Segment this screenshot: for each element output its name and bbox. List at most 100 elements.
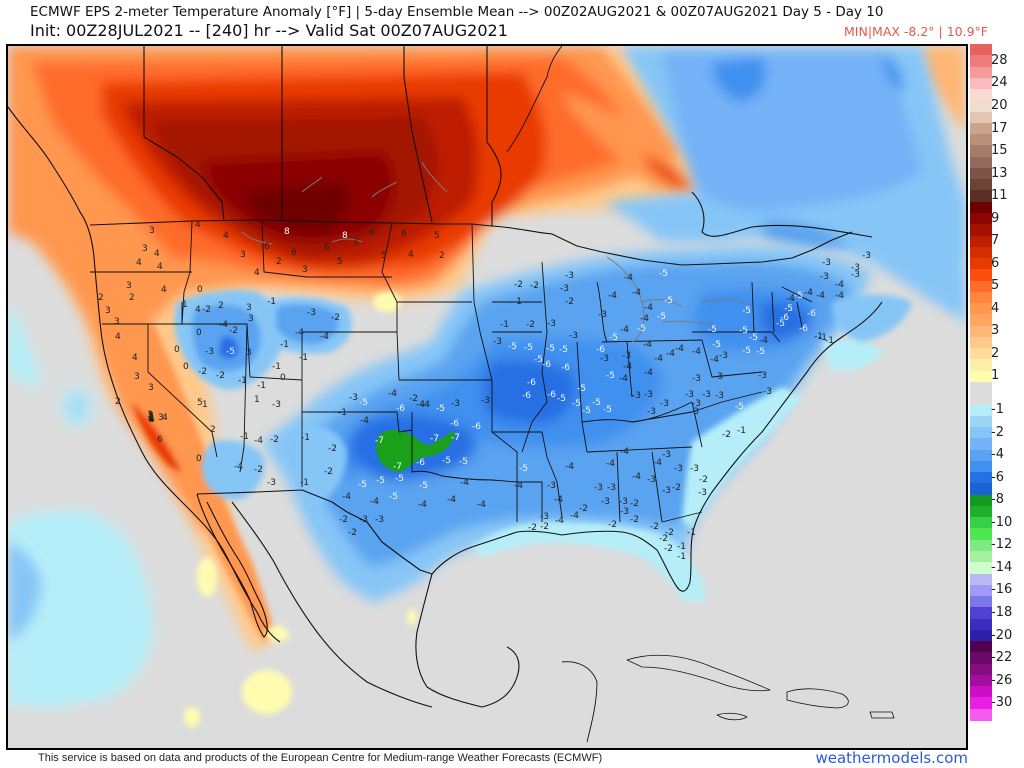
legend-swatch <box>970 325 992 338</box>
legend-swatch <box>970 517 992 530</box>
anomaly-value: 4 <box>223 231 229 241</box>
anomaly-value: 4 <box>162 413 168 423</box>
anomaly-value: -3 <box>820 272 829 282</box>
anomaly-value: -5 <box>577 384 586 394</box>
legend-swatch <box>970 528 992 541</box>
legend-swatch <box>970 269 992 282</box>
anomaly-value: -3 <box>644 390 653 400</box>
legend-swatch <box>970 303 992 315</box>
anomaly-value: -3 <box>481 396 490 406</box>
anomaly-value: 3 <box>114 317 120 327</box>
anomaly-value: -3 <box>660 399 669 409</box>
anomaly-value: -5 <box>606 371 615 381</box>
legend-label: 3 <box>991 323 1000 339</box>
legend-swatch <box>970 201 992 214</box>
anomaly-value: -2 <box>530 281 539 291</box>
anomaly-value: -5 <box>226 347 235 357</box>
anomaly-value: -4 <box>619 374 628 384</box>
anomaly-value: -2 <box>528 523 537 533</box>
anomaly-value: 0 <box>174 345 180 355</box>
anomaly-value: -3 <box>547 481 556 491</box>
anomaly-value: -2 <box>608 520 617 530</box>
anomaly-value: -4 <box>644 368 653 378</box>
anomaly-value: -3 <box>662 450 671 460</box>
anomaly-value: -7 <box>375 436 384 446</box>
anomaly-value: -3 <box>601 497 610 507</box>
anomaly-value: -5 <box>572 399 581 409</box>
anomaly-value: -3 <box>690 464 699 474</box>
anomaly-value: 2 <box>98 293 104 303</box>
anomaly-value: -5 <box>794 291 803 301</box>
anomaly-value: 2 <box>148 414 154 424</box>
cool-anomaly-us <box>262 245 872 602</box>
anomaly-value: 3 <box>147 410 153 420</box>
anomaly-value: -5 <box>546 344 555 354</box>
legend-swatch <box>970 100 992 113</box>
cold-core-region <box>376 430 456 472</box>
anomaly-value: 3 <box>158 413 164 423</box>
legend-swatch <box>970 539 992 552</box>
legend-label: 1 <box>991 368 1000 384</box>
anomaly-value: 4 <box>408 250 414 260</box>
anomaly-value: -3 <box>569 331 578 341</box>
anomaly-value: -4 <box>623 362 632 372</box>
anomaly-value: 5 <box>381 251 387 261</box>
anomaly-value: 1 <box>254 395 260 405</box>
anomaly-value: 8 <box>342 231 348 241</box>
anomaly-value: -2 <box>339 515 348 525</box>
anomaly-value: 6 <box>291 248 297 258</box>
legend-swatch <box>970 449 992 462</box>
anomaly-value: 4 <box>115 332 121 342</box>
anomaly-value: -3 <box>622 351 631 361</box>
anomaly-value: 3 <box>148 413 154 423</box>
anomaly-value: -3 <box>607 483 616 493</box>
anomaly-value: -4 <box>360 416 369 426</box>
anomaly-value: 2 <box>148 412 154 422</box>
anomaly-value: -1 <box>338 408 347 418</box>
anomaly-value: -3 <box>560 284 569 294</box>
anomaly-value: -5 <box>708 325 717 335</box>
anomaly-value: -2 <box>229 326 238 336</box>
legend-label: 11 <box>991 188 1008 204</box>
anomaly-value: -4 <box>640 314 649 324</box>
anomaly-value: -1 <box>687 528 696 538</box>
anomaly-value: -1 <box>814 332 823 342</box>
anomaly-value: -2 <box>270 435 279 445</box>
anomaly-value: -1 <box>301 433 310 443</box>
anomaly-value: 3 <box>149 226 155 236</box>
anomaly-value: -2 <box>198 367 207 377</box>
anomaly-value: -4 <box>710 355 719 365</box>
anomaly-value: -4 <box>416 400 425 410</box>
anomaly-value: 7 <box>353 238 359 248</box>
legend-label: 20 <box>991 97 1008 113</box>
legend-label: 17 <box>991 120 1008 136</box>
anomaly-value: 3 <box>248 314 254 324</box>
anomaly-value: -1 <box>513 297 522 307</box>
anomaly-value: -6 <box>450 419 459 429</box>
anomaly-value: -3 <box>272 400 281 410</box>
anomaly-value: -2 <box>659 534 668 544</box>
anomaly-value: -4 <box>632 472 641 482</box>
legend-label: -26 <box>991 672 1013 688</box>
site-link[interactable]: weathermodels.com <box>815 749 968 767</box>
anomaly-value: -2 <box>565 297 574 307</box>
anomaly-value: -5 <box>376 476 385 486</box>
legend-swatch <box>970 134 992 146</box>
legend-swatch <box>970 280 992 293</box>
anomaly-value: 4 <box>149 415 155 425</box>
anomaly-value: -3 <box>702 390 711 400</box>
anomaly-value: -3 <box>715 391 724 401</box>
anomaly-value: -2 <box>331 313 340 323</box>
california-warm-region <box>102 322 274 642</box>
anomaly-value: -5 <box>358 480 367 490</box>
anomaly-value: -7 <box>451 433 460 443</box>
anomaly-value: -3 <box>547 319 556 329</box>
anomaly-value: -1 <box>240 432 249 442</box>
anomaly-value: -3 <box>632 391 641 401</box>
legend-swatch <box>970 44 992 56</box>
legend-swatch <box>970 629 992 642</box>
legend-swatch <box>970 584 992 597</box>
anomaly-value: 2 <box>115 397 121 407</box>
anomaly-value: -3 <box>600 354 609 364</box>
